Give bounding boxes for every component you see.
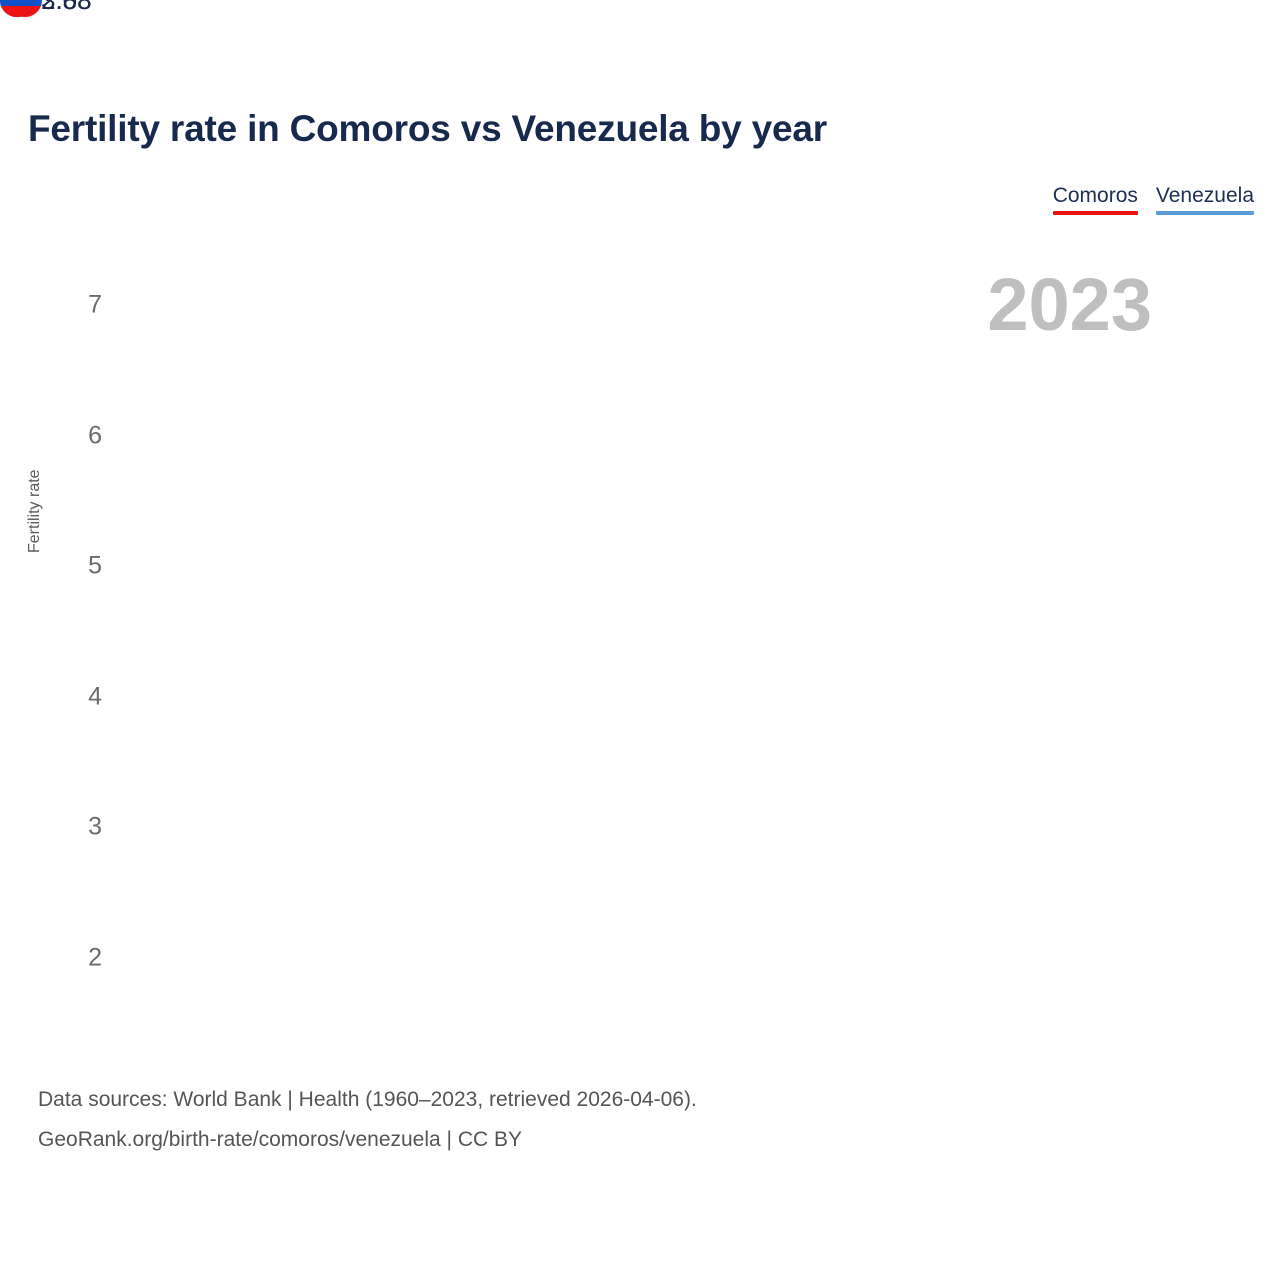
legend-item-venezuela[interactable]: Venezuela [1155, 183, 1254, 215]
footer-attribution: GeoRank.org/birth-rate/comoros/venezuela… [38, 1128, 523, 1151]
legend-item-comoros[interactable]: Comoros [1052, 183, 1138, 215]
legend-label-venezuela: Venezuela [1155, 184, 1254, 207]
legend-color-swatch-venezuela [1155, 211, 1254, 215]
endpoint-label-venezuela[interactable]: 2.08 [0, 0, 92, 17]
footer-data-sources: Data sources: World Bank | Health (1960–… [38, 1088, 697, 1111]
y-tick-5: 5 [88, 551, 102, 580]
y-tick-4: 4 [88, 682, 102, 711]
y-tick-7: 7 [88, 290, 102, 319]
y-tick-6: 6 [88, 421, 102, 450]
endpoint-value-venezuela: 2.08 [41, 0, 92, 16]
y-tick-2: 2 [88, 943, 102, 972]
venezuela-flag-icon [0, 0, 34, 17]
year-watermark: 2023 [987, 263, 1152, 346]
y-axis-title: Fertility rate [26, 469, 43, 553]
chart-legend: Comoros Venezuela [1052, 183, 1254, 215]
endpoint-value-comoros: 3.88 [41, 0, 92, 16]
legend-color-swatch-comoros [1052, 211, 1138, 215]
y-tick-3: 3 [88, 812, 102, 841]
page-title: Fertility rate in Comoros vs Venezuela b… [28, 108, 827, 149]
legend-label-comoros: Comoros [1052, 184, 1138, 207]
